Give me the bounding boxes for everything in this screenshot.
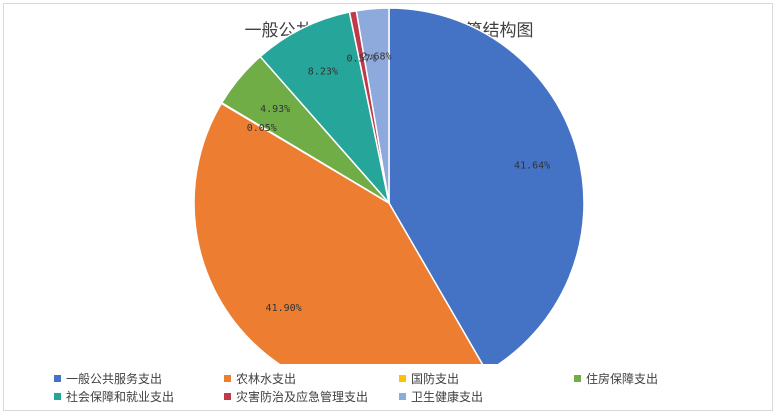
legend-swatch [399,375,406,382]
legend-item-5: 灾害防治及应急管理支出 [224,388,368,405]
pie-slice-0 [388,7,585,364]
legend-swatch [224,393,231,400]
slice-label-5: 0.57% [346,53,376,64]
slice-label-1: 41.90% [266,303,302,314]
slice-label-3: 4.93% [260,104,290,115]
legend-item-1: 农林水支出 [224,370,296,387]
legend-label: 住房保障支出 [586,372,659,386]
pie-chart: 41.64% 41.90% 0.05% 4.93% 8.23% 0.57%2.68% [193,7,585,364]
legend-label: 国防支出 [411,372,460,386]
legend-swatch [54,375,61,382]
legend-label: 卫生健康支出 [411,390,484,404]
legend-swatch [54,393,61,400]
pie-slice-4 [259,11,391,206]
legend-swatch [574,375,581,382]
slice-label-4: 8.23% [308,66,338,77]
legend-label: 一般公共服务支出 [66,372,163,386]
chart-frame: 一般公共预算财政拨款支出决算结构图 41.64%41.90%0.05%4.93%… [3,3,773,411]
legend-label: 灾害防治及应急管理支出 [236,390,369,404]
pie-slice-6 [355,7,390,204]
legend-label: 社会保障和就业支出 [66,390,175,404]
legend-item-4: 社会保障和就业支出 [54,388,174,405]
legend-swatch [224,375,231,382]
legend-swatch [399,393,406,400]
legend-item-0: 一般公共服务支出 [54,370,162,387]
legend-label: 农林水支出 [236,372,297,386]
slice-label-2: 0.05% [247,123,277,134]
slice-label-0: 41.64% [514,161,550,172]
slice-label-6: 2.68% [361,51,391,62]
legend-item-2: 国防支出 [399,370,459,387]
pie-slice-1 [193,102,484,364]
legend-item-6: 卫生健康支出 [399,388,483,405]
legend-item-3: 住房保障支出 [574,370,658,387]
